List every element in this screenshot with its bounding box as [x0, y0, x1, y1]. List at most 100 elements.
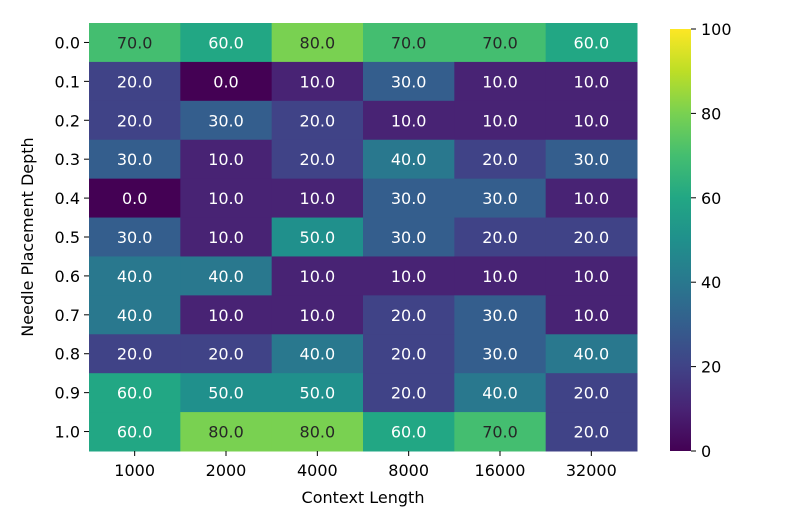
heatmap-cell-label: 20.0 — [391, 306, 427, 325]
heatmap-cell-label: 60.0 — [391, 423, 427, 442]
y-axis: 0.0 0.1 0.2 0.3 0.4 0.5 0.6 0.7 0.8 0.9 1.0 — [55, 33, 89, 442]
heatmap-cell-label: 20.0 — [117, 345, 153, 364]
heatmap-cell-label: 10.0 — [300, 306, 336, 325]
heatmap-cell-label: 10.0 — [300, 189, 336, 208]
heatmap-cell — [89, 334, 181, 374]
heatmap-cell-label: 80.0 — [300, 423, 336, 442]
heatmap-cell — [180, 178, 273, 219]
x-tick-label: 8000 — [388, 461, 429, 480]
heatmap-cell-label: 70.0 — [482, 423, 518, 442]
heatmap-cell-label: 10.0 — [574, 111, 610, 130]
heatmap-cell — [271, 100, 364, 141]
heatmap-cell-label: 30.0 — [482, 306, 518, 325]
heatmap-cell-label: 50.0 — [300, 228, 336, 247]
colorbar-tick-label: 20 — [701, 358, 721, 377]
heatmap-cell-label: 10.0 — [208, 306, 244, 325]
heatmap-cell — [180, 100, 273, 141]
y-tick-label: 0.5 — [55, 228, 80, 247]
heatmap-cell — [89, 412, 181, 452]
heatmap-cell — [271, 178, 364, 219]
x-axis-title: Context Length — [302, 488, 425, 507]
heatmap-cell-label: 20.0 — [391, 384, 427, 403]
heatmap-cell — [545, 217, 638, 257]
heatmap-cell — [180, 412, 273, 452]
y-tick-label: 0.8 — [55, 345, 80, 364]
heatmap-cell — [454, 61, 547, 102]
heatmap-cell — [545, 373, 638, 413]
heatmap-cell — [89, 100, 181, 141]
heatmap-cell-label: 20.0 — [574, 384, 610, 403]
heatmap-cell — [363, 139, 455, 180]
heatmap-cell-label: 30.0 — [391, 189, 427, 208]
heatmap-cell-label: 20.0 — [482, 150, 518, 169]
heatmap-cell-label: 20.0 — [482, 228, 518, 247]
heatmap-cell-label: 10.0 — [300, 267, 336, 286]
y-tick-label: 0.6 — [55, 267, 80, 286]
heatmap-cell-label: 60.0 — [208, 33, 244, 52]
heatmap-cell-label: 30.0 — [208, 111, 244, 130]
heatmap-cell — [363, 100, 455, 141]
heatmap-cell — [271, 61, 364, 102]
colorbar-tick-label: 80 — [701, 104, 721, 123]
x-axis: 1000 2000 4000 8000 16000 32000 — [114, 451, 617, 480]
y-axis-title: Needle Placement Depth — [18, 137, 37, 336]
y-tick-label: 0.3 — [55, 150, 80, 169]
heatmap-cell — [271, 256, 364, 296]
heatmap-cell-label: 0.0 — [213, 72, 238, 91]
heatmap-cell-label: 40.0 — [482, 384, 518, 403]
heatmap-cell-label: 70.0 — [391, 33, 427, 52]
heatmap-cell — [89, 295, 181, 335]
heatmap-cell — [180, 334, 273, 374]
heatmap-cell-label: 70.0 — [117, 33, 153, 52]
heatmap-cell-label: 40.0 — [391, 150, 427, 169]
y-tick-label: 0.2 — [55, 111, 80, 130]
x-tick-label: 4000 — [297, 461, 338, 480]
heatmap-cell — [180, 23, 273, 63]
heatmap-cell-label: 10.0 — [574, 267, 610, 286]
heatmap-cell — [271, 139, 364, 180]
heatmap-cell-label: 30.0 — [482, 189, 518, 208]
heatmap-cell-label: 10.0 — [208, 189, 244, 208]
colorbar-tick-label: 60 — [701, 189, 721, 208]
heatmap-cell — [363, 373, 455, 413]
heatmap-cell — [180, 139, 273, 180]
heatmap-cell — [363, 23, 455, 63]
y-tick-label: 0.9 — [55, 384, 80, 403]
heatmap-cell — [454, 217, 547, 257]
heatmap-cell-label: 0.0 — [122, 189, 147, 208]
heatmap-cell — [89, 178, 181, 219]
heatmap-cell — [363, 412, 455, 452]
heatmap-cell-label: 10.0 — [574, 72, 610, 91]
heatmap-cell — [180, 295, 273, 335]
heatmap-cell — [545, 100, 638, 141]
heatmap-cell — [89, 217, 181, 257]
heatmap-cell — [545, 334, 638, 374]
colorbar-tick-label: 100 — [701, 20, 732, 39]
heatmap-cell — [89, 373, 181, 413]
heatmap-cell-label: 40.0 — [117, 306, 153, 325]
heatmap-cell-label: 30.0 — [117, 228, 153, 247]
heatmap-cell-label: 40.0 — [300, 345, 336, 364]
heatmap-cell — [271, 295, 364, 335]
heatmap-cell-label: 10.0 — [482, 72, 518, 91]
heatmap-cell — [271, 334, 364, 374]
heatmap-cell — [363, 61, 455, 102]
heatmap-cell-label: 10.0 — [208, 150, 244, 169]
colorbar-gradient — [670, 29, 691, 451]
heatmap-cell — [454, 412, 547, 452]
heatmap-cell-label: 20.0 — [117, 72, 153, 91]
heatmap-cell-label: 20.0 — [574, 423, 610, 442]
heatmap-cell — [271, 23, 364, 63]
heatmap-cell-label: 20.0 — [391, 345, 427, 364]
heatmap-cell — [89, 256, 181, 296]
heatmap-cell — [545, 178, 638, 219]
heatmap-cell — [545, 61, 638, 102]
heatmap-cell-label: 60.0 — [574, 33, 610, 52]
heatmap-cell — [545, 295, 638, 335]
heatmap-cell — [545, 256, 638, 296]
heatmap-cell — [363, 178, 455, 219]
heatmap-cell — [180, 61, 273, 102]
y-tick-label: 0.0 — [55, 33, 80, 52]
heatmap-cell — [454, 334, 547, 374]
y-tick-label: 0.1 — [55, 72, 80, 91]
